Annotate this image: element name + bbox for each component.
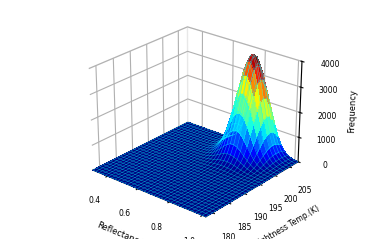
X-axis label: Reflectance: Reflectance [96,221,145,239]
Y-axis label: Brightness Temp.(K): Brightness Temp.(K) [250,204,321,239]
